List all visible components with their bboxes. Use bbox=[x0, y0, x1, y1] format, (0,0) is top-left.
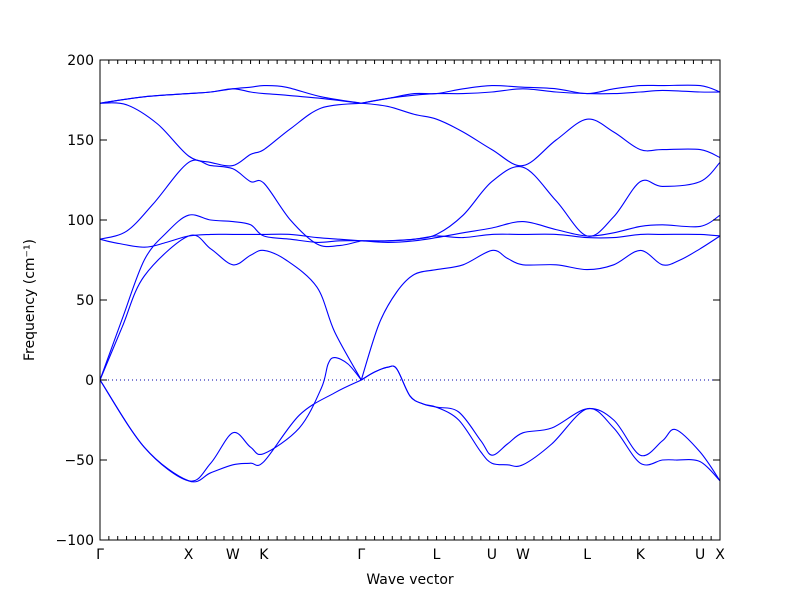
y-tick-label: 150 bbox=[67, 133, 94, 149]
plot-frame bbox=[99, 59, 721, 541]
y-tick-label: 50 bbox=[76, 293, 94, 309]
x-tick-label: W bbox=[226, 547, 240, 563]
band-line-9 bbox=[99, 88, 362, 104]
band-line-3 bbox=[99, 214, 362, 381]
x-tick-label: K bbox=[636, 547, 646, 563]
x-tick-label: L bbox=[583, 547, 591, 563]
band-line-2 bbox=[99, 357, 362, 482]
y-tick-label: −100 bbox=[56, 533, 94, 549]
y-tick-labels: −100 −50 0 50 100 150 200 bbox=[56, 53, 94, 549]
plot-background bbox=[100, 60, 720, 540]
x-tick-label: U bbox=[487, 547, 497, 563]
x-tick-label: Γ bbox=[96, 547, 104, 563]
y-tick-label: 100 bbox=[67, 213, 94, 229]
band-line-15 bbox=[361, 162, 721, 242]
x-tick-label: K bbox=[259, 547, 269, 563]
y-axis-title: Frequency (cm⁻¹) bbox=[22, 239, 38, 361]
x-axis-title: Wave vector bbox=[366, 572, 454, 588]
x-tick-label: W bbox=[516, 547, 530, 563]
band-line-11 bbox=[361, 365, 721, 482]
band-line-4 bbox=[99, 234, 362, 381]
y-tick-label: 200 bbox=[67, 53, 94, 69]
band-line-7 bbox=[99, 102, 362, 167]
x-tick-label: X bbox=[715, 547, 725, 563]
band-line-18 bbox=[361, 88, 721, 104]
y-tick-label: −50 bbox=[64, 453, 94, 469]
band-line-5 bbox=[99, 233, 362, 248]
x-tick-label: L bbox=[433, 547, 441, 563]
band-line-17 bbox=[361, 84, 721, 104]
axis-ticks bbox=[99, 59, 721, 541]
band-lines bbox=[99, 84, 721, 483]
x-tick-label: X bbox=[184, 547, 194, 563]
x-tick-label: U bbox=[695, 547, 705, 563]
y-tick-label: 0 bbox=[85, 373, 94, 389]
band-line-12 bbox=[360, 235, 721, 381]
band-line-16 bbox=[361, 102, 721, 167]
x-tick-label: Γ bbox=[357, 547, 365, 563]
band-line-6 bbox=[99, 159, 362, 248]
band-line-13 bbox=[361, 214, 721, 243]
